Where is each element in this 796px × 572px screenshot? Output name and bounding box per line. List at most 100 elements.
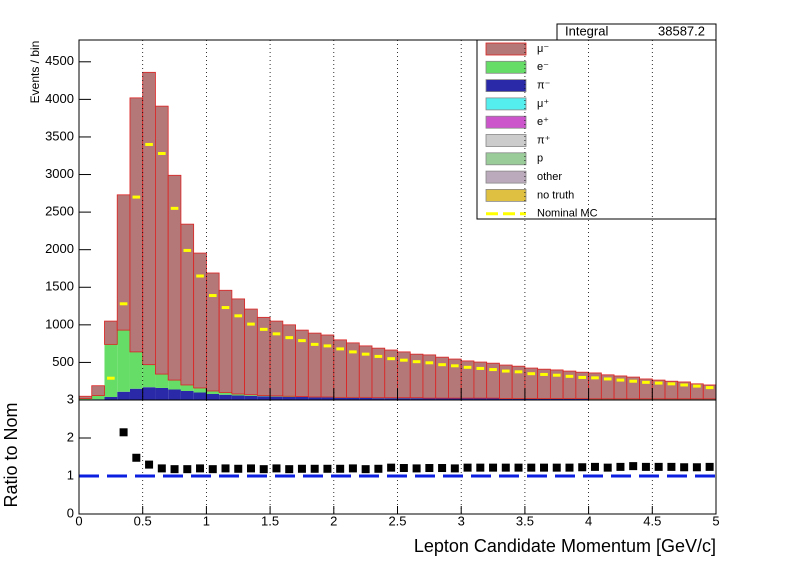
histogram-bar bbox=[448, 398, 462, 400]
ratio-point bbox=[183, 465, 192, 474]
histogram-bar bbox=[320, 334, 335, 398]
x-tick-label: 4 bbox=[585, 513, 592, 528]
histogram-bar bbox=[372, 398, 385, 400]
histogram-bar bbox=[257, 396, 271, 400]
histogram-bar bbox=[142, 387, 156, 400]
histogram-bar bbox=[244, 394, 258, 396]
x-tick-label: 3 bbox=[458, 513, 465, 528]
ratio-point bbox=[246, 464, 255, 473]
x-tick-label: 4.5 bbox=[643, 513, 661, 528]
ratio-point bbox=[527, 463, 536, 472]
ratio-point bbox=[641, 462, 650, 471]
y-tick-label: 3000 bbox=[45, 166, 74, 181]
histogram-bar bbox=[473, 398, 487, 400]
histogram-bar bbox=[219, 392, 232, 395]
histogram-bar bbox=[244, 308, 258, 396]
histogram-bar bbox=[129, 351, 143, 389]
y-tick-label: 1000 bbox=[45, 316, 74, 331]
x-tick-label: 2 bbox=[330, 513, 337, 528]
legend-label: π⁺ bbox=[537, 134, 551, 146]
histogram-bar bbox=[142, 364, 156, 388]
histogram-bar bbox=[155, 387, 169, 400]
histogram-bar bbox=[129, 97, 144, 353]
histogram-bar bbox=[155, 374, 169, 388]
legend-label: Nominal MC bbox=[537, 208, 598, 220]
histogram-bar bbox=[384, 398, 398, 400]
x-tick-label: 3.5 bbox=[516, 513, 534, 528]
histogram-bar bbox=[218, 289, 233, 393]
ratio-point bbox=[285, 465, 294, 474]
ratio-point bbox=[616, 462, 625, 471]
histogram-bar bbox=[563, 398, 576, 400]
ratio-point bbox=[323, 464, 332, 473]
ratio-point bbox=[297, 464, 306, 473]
x-tick-label: 0 bbox=[75, 513, 82, 528]
x-tick-label: 5 bbox=[712, 513, 719, 528]
histogram-bar bbox=[168, 389, 181, 400]
histogram-bar bbox=[461, 398, 474, 400]
histogram-bar bbox=[155, 105, 169, 375]
ratio-point bbox=[667, 462, 676, 471]
ratio-point bbox=[425, 464, 434, 473]
histogram-bar bbox=[91, 395, 105, 400]
ratio-point bbox=[259, 465, 268, 474]
histogram-bar bbox=[117, 391, 130, 400]
ratio-point bbox=[603, 463, 612, 472]
integral-label: Integral bbox=[565, 23, 608, 38]
x-tick-label: 2.5 bbox=[388, 513, 406, 528]
legend-swatch bbox=[485, 79, 527, 92]
histogram-bar bbox=[231, 395, 245, 400]
legend-swatch bbox=[485, 115, 527, 129]
ratio-point bbox=[705, 462, 714, 471]
y-tick-label: 1 bbox=[67, 467, 74, 482]
histogram-bar bbox=[512, 398, 525, 400]
ratio-point bbox=[399, 464, 408, 473]
ratio-point bbox=[336, 464, 345, 473]
ratio-point bbox=[272, 464, 281, 473]
y-axis-title: Events / bin bbox=[28, 41, 42, 104]
histogram-bar bbox=[180, 384, 194, 391]
ratio-point bbox=[145, 460, 154, 469]
ratio-point bbox=[234, 464, 243, 473]
legend-label: μ⁻ bbox=[537, 43, 549, 55]
ratio-point bbox=[157, 464, 166, 473]
histogram-bar bbox=[359, 397, 373, 400]
legend-swatch bbox=[485, 60, 527, 74]
histogram-bar bbox=[219, 394, 232, 400]
ratio-point bbox=[438, 464, 447, 473]
histogram-bar bbox=[486, 398, 500, 400]
y-tick-label: 2 bbox=[67, 429, 74, 444]
histogram-bar bbox=[205, 272, 220, 392]
legend-label: e⁻ bbox=[537, 61, 549, 73]
legend-swatch bbox=[485, 97, 527, 111]
histogram-bar bbox=[206, 393, 220, 400]
ratio-point bbox=[119, 428, 128, 437]
histogram-bar bbox=[435, 398, 449, 400]
histogram-bar bbox=[142, 71, 156, 366]
y-tick-label: 4500 bbox=[45, 53, 74, 68]
ratio-point bbox=[361, 465, 370, 474]
histogram-bar bbox=[244, 395, 258, 400]
y-tick-label: 0 bbox=[67, 505, 74, 520]
legend-swatch bbox=[485, 42, 527, 56]
histogram-bar bbox=[193, 387, 207, 393]
histogram-bar bbox=[333, 397, 347, 400]
x-tick-label: 1 bbox=[203, 513, 210, 528]
histogram-bar bbox=[231, 298, 246, 395]
ratio-point bbox=[590, 462, 599, 471]
ratio-point bbox=[552, 463, 561, 472]
histogram-bar bbox=[282, 324, 296, 397]
histogram-bar bbox=[104, 320, 118, 345]
integral-value: 38587.2 bbox=[658, 23, 705, 38]
histogram-bar bbox=[104, 344, 118, 397]
histogram-bar bbox=[282, 396, 296, 400]
histogram-bar bbox=[79, 398, 92, 400]
histogram-bar bbox=[91, 385, 105, 396]
histogram-bar bbox=[180, 223, 195, 386]
y-tick-label: 2000 bbox=[45, 241, 74, 256]
histogram-bar bbox=[78, 395, 93, 399]
histogram-bar bbox=[307, 332, 322, 398]
ratio-point bbox=[578, 463, 587, 472]
ratio-point bbox=[565, 463, 574, 472]
histogram-bar bbox=[537, 398, 551, 400]
